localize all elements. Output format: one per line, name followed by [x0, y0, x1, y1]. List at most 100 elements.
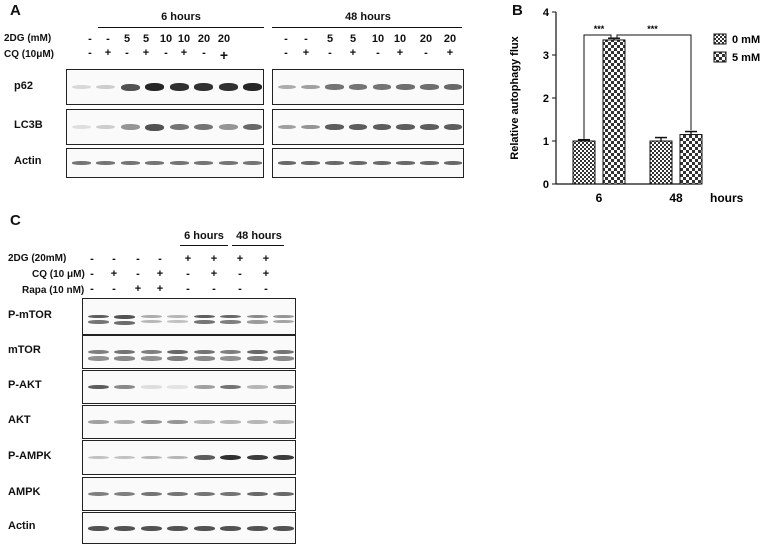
bar-5-mM-6: [602, 39, 626, 185]
blot-band: [167, 455, 189, 460]
blot-actin-c: [82, 512, 296, 544]
blot-band: [246, 385, 268, 389]
blot-band: [140, 455, 162, 460]
blot-band: [96, 124, 116, 130]
blot-band: [120, 83, 140, 91]
sig-bracket-6h: [583, 34, 612, 139]
row-label-c-cq: CQ (10 μM): [32, 269, 85, 280]
blot-band: [246, 491, 268, 497]
blot-band: [220, 420, 242, 424]
blot-band: [301, 84, 320, 90]
blot-band: [193, 525, 215, 531]
blot-band: [243, 83, 263, 91]
blot-band: [325, 84, 344, 90]
lane-c-row0: -: [112, 253, 116, 265]
group-header-c-48h: 48 hours: [236, 230, 282, 242]
lane-c-row2: -: [186, 283, 190, 295]
bar-0-mM-48: [649, 140, 673, 185]
blot-band: [87, 384, 109, 390]
y-tick-label: 2: [543, 93, 549, 105]
blot-band: [443, 124, 463, 130]
group-header-6h: 6 hours: [161, 11, 201, 23]
blot-band: [71, 124, 91, 130]
blot-band: [246, 320, 268, 324]
blot-band: [218, 83, 238, 91]
blot-band: [277, 161, 297, 165]
blot-band: [169, 161, 189, 165]
group-header-c-6h: 6 hours: [184, 230, 224, 242]
sig-label-5mm: ***: [647, 24, 658, 34]
x-unit-label: hours: [710, 191, 744, 205]
lane-2dg-6h: 10: [177, 33, 191, 45]
lane-cq-6h: -: [202, 47, 206, 59]
lane-c-row1: -: [238, 268, 242, 280]
blot-band: [277, 124, 297, 130]
lane-c-row1: +: [110, 268, 118, 280]
blot-band: [396, 84, 415, 90]
blot-band: [372, 124, 392, 130]
blot-band: [325, 161, 344, 165]
lane-2dg-6h: 5: [142, 33, 150, 45]
lane-2dg-6h: -: [88, 33, 92, 45]
blot-band: [167, 319, 189, 323]
lane-c-row0: -: [158, 253, 162, 265]
blot-band: [243, 161, 263, 165]
blot-band: [87, 525, 109, 531]
blot-band: [246, 420, 268, 424]
blot-band: [193, 385, 215, 389]
legend-swatch-0: [713, 33, 727, 45]
lane-2dg-48h: 20: [419, 33, 433, 45]
lane-cq-48h: -: [424, 47, 428, 59]
lane-c-row2: +: [134, 283, 142, 295]
blot-p-mtor-c: [82, 298, 296, 335]
panel-a-label: A: [10, 2, 21, 19]
blot-band: [246, 356, 268, 362]
blot-band: [114, 356, 136, 361]
blot-band: [120, 124, 140, 130]
lane-c-row1: +: [262, 268, 270, 280]
blot-band: [193, 356, 215, 361]
blot-band: [114, 384, 136, 390]
blot-band: [193, 420, 215, 424]
blot-band: [273, 349, 295, 355]
blot-band: [193, 349, 215, 355]
group-bar-6h: [98, 27, 264, 28]
blot-band: [193, 491, 215, 497]
blot-band: [220, 356, 242, 361]
blot-p62-6h: [66, 69, 264, 105]
blot-label-p-akt-c: P-AKT: [8, 379, 42, 391]
lane-c-row2: -: [264, 283, 268, 295]
blot-band: [193, 455, 215, 460]
group-bar-c-6h: [180, 245, 228, 246]
panel-c-label: C: [10, 212, 21, 229]
blot-band: [194, 123, 214, 131]
blot-label-ampk-c: AMPK: [8, 486, 41, 498]
blot-p-ampk-c: [82, 440, 296, 475]
lane-cq-6h: -: [164, 47, 168, 59]
blot-band: [348, 124, 368, 130]
blot-band: [220, 320, 242, 325]
blot-band: [348, 161, 368, 165]
sig-label-6h: ***: [594, 24, 605, 34]
blot-label-mtor-c: mTOR: [8, 344, 41, 356]
blot-band: [194, 83, 214, 91]
blot-band: [140, 385, 162, 389]
blot-band: [71, 84, 91, 90]
blot-band: [220, 491, 242, 497]
blot-band: [273, 525, 295, 531]
lane-c-row0: +: [236, 253, 244, 265]
group-bar-48h: [272, 27, 462, 28]
lane-c-row2: -: [90, 283, 94, 295]
lane-c-row2: -: [112, 283, 116, 295]
blot-band: [396, 161, 415, 165]
blot-band: [220, 525, 242, 531]
blot-band: [167, 315, 189, 318]
blot-band: [167, 491, 189, 497]
blot-band: [246, 525, 268, 531]
lane-cq-48h: -: [328, 47, 332, 59]
blot-band: [87, 314, 109, 319]
lane-c-row2: +: [156, 283, 164, 295]
blot-band: [420, 161, 439, 165]
lane-2dg-48h: 10: [393, 33, 407, 45]
blot-band: [145, 83, 165, 91]
